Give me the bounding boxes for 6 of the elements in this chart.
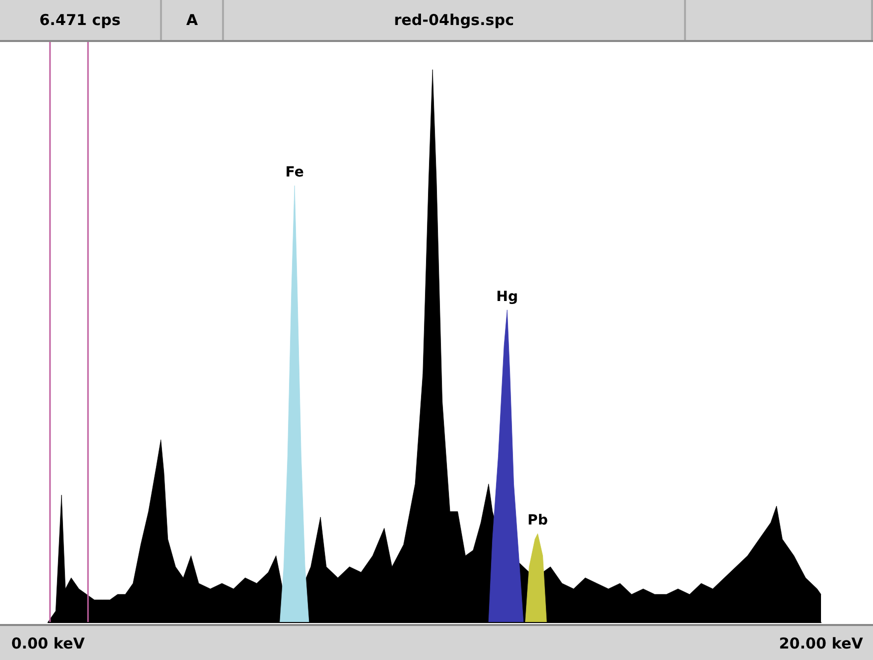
x-tick-label: 0.00 keV [11,634,86,652]
header-panel: 6.471 cps A red-04hgs.spc [0,0,873,42]
annotation: Hg [496,288,518,305]
annotation: Fe [285,164,304,181]
annotation: Pb [528,512,548,529]
x-tick-label: 20.00 keV [778,634,864,652]
